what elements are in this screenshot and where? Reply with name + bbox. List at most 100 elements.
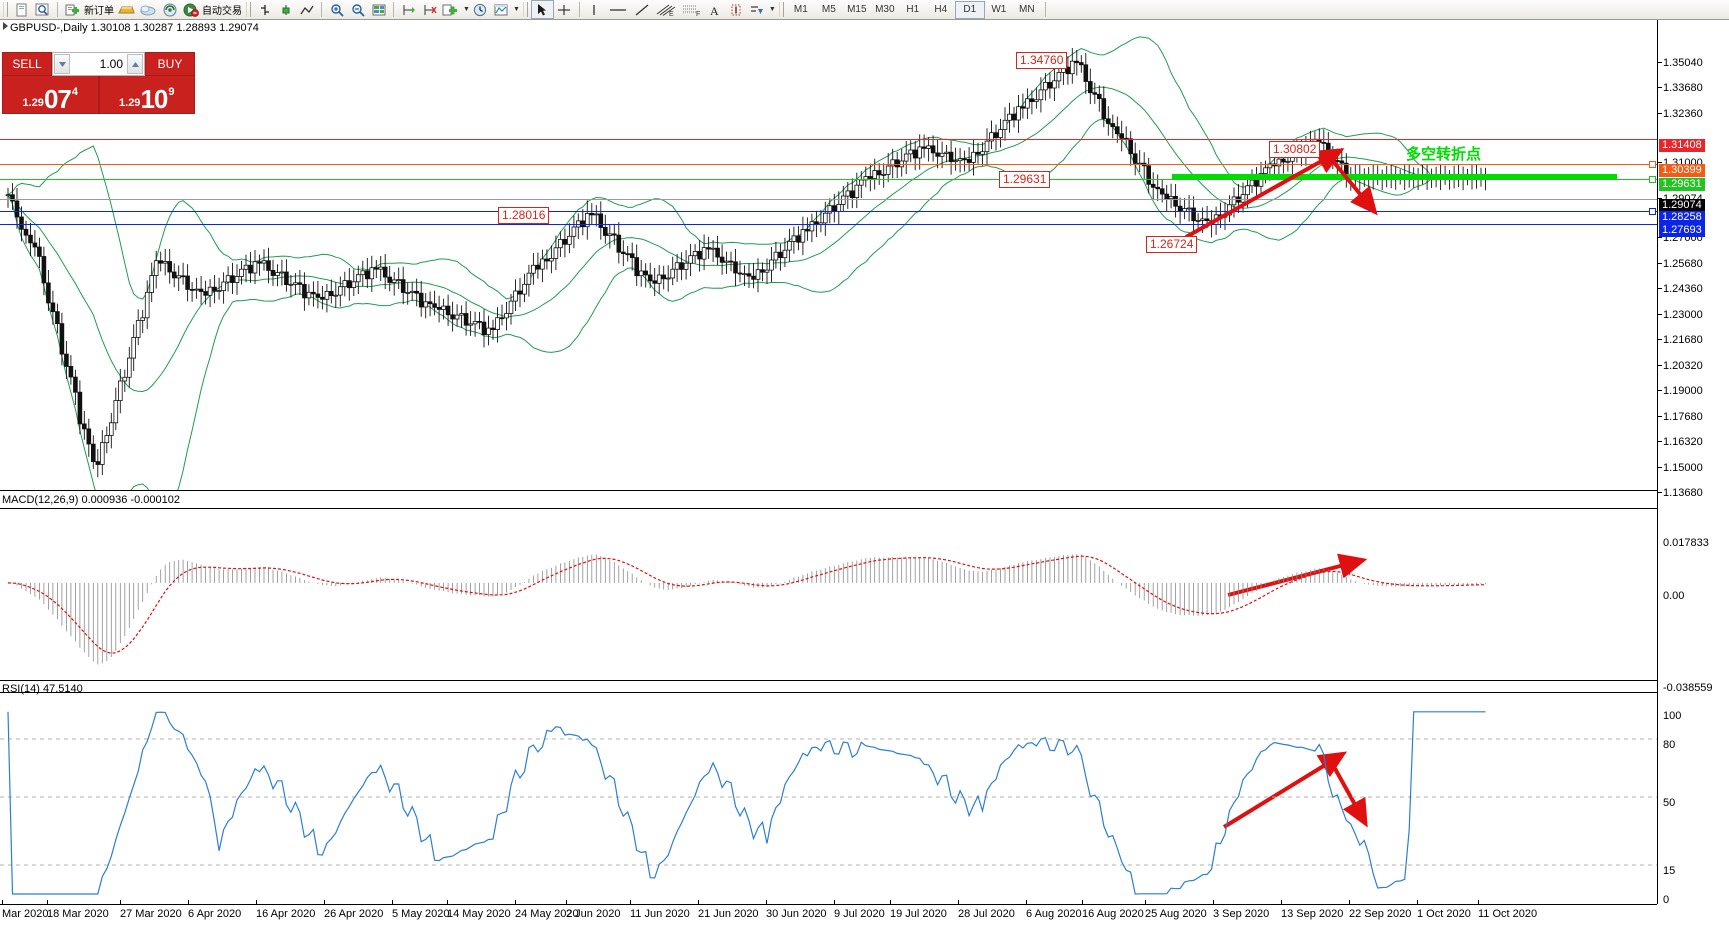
main-toolbar[interactable]: 新订单 自动交易 ▼ ▼ <box>0 0 1729 20</box>
cursor-icon[interactable] <box>530 0 554 19</box>
equidistant-channel-icon[interactable]: E <box>653 1 679 18</box>
price-annotation-label[interactable]: 1.30802 <box>1269 141 1321 158</box>
metaeditor-icon[interactable] <box>137 1 159 18</box>
data-window-icon[interactable] <box>368 1 389 18</box>
zoom-in-icon[interactable] <box>326 1 347 18</box>
price-tick <box>1658 492 1662 493</box>
price-annotation-label[interactable]: 1.28016 <box>498 207 550 224</box>
level-handle-1-30399[interactable] <box>1649 161 1656 168</box>
new-chart-icon[interactable] <box>11 1 32 18</box>
price-annotation-label[interactable]: 1.29631 <box>999 171 1051 188</box>
timeframe-button-w1[interactable]: W1 <box>991 4 1007 15</box>
auto-trading-icon[interactable] <box>180 1 201 18</box>
price-annotation-label[interactable]: 1.26724 <box>1146 236 1198 253</box>
support-zone-highlight[interactable] <box>1172 174 1617 179</box>
text-label-icon[interactable] <box>726 1 747 18</box>
navigator-icon[interactable] <box>159 1 180 18</box>
timeframe-button-m30[interactable]: M30 <box>875 4 895 15</box>
auto-scroll-icon[interactable] <box>419 1 440 18</box>
templates-dropdown-caret[interactable]: ▼ <box>512 6 520 13</box>
indicators-dropdown-caret[interactable]: ▼ <box>463 6 470 13</box>
toolbar-grip-3[interactable] <box>522 2 528 17</box>
shapes-dropdown-caret[interactable]: ▼ <box>768 6 776 13</box>
timeframe-button-d1[interactable]: D1 <box>954 0 985 19</box>
price-annotation-label[interactable]: 1.34760 <box>1016 52 1068 69</box>
price-axis-badge[interactable]: 1.31408 <box>1659 139 1705 152</box>
toolbar-separator <box>57 2 58 17</box>
x-axis-label: 3 Sep 2020 <box>1213 908 1270 920</box>
x-axis-tick <box>630 900 631 904</box>
price-axis-badge[interactable]: 1.30399 <box>1659 164 1705 177</box>
horizontal-line-icon[interactable] <box>605 1 631 18</box>
macd-pane-separator[interactable] <box>0 508 1657 509</box>
zoom-out-icon[interactable] <box>347 1 368 18</box>
new-order-icon[interactable] <box>62 1 83 18</box>
timeframe-button-m5[interactable]: M5 <box>821 4 836 15</box>
zoom-chart-icon[interactable] <box>32 1 53 18</box>
bar-chart-icon[interactable] <box>254 1 275 18</box>
candlestick-chart-icon[interactable] <box>275 1 296 18</box>
chart-area[interactable]: GBPUSD-,Daily 1.30108 1.30287 1.28893 1.… <box>0 20 1729 936</box>
x-axis-tick <box>766 900 767 904</box>
level-line-1-29631[interactable] <box>0 179 1657 180</box>
auto-trading-label[interactable]: 自动交易 <box>202 6 242 17</box>
price-axis-label: 1.33680 <box>1663 82 1703 94</box>
one-click-trading-panel[interactable]: SELL 1.00 BUY 1.29 07 4 1.29 10 9 <box>2 52 195 114</box>
oct-price-row[interactable]: 1.29 07 4 1.29 10 9 <box>2 76 195 114</box>
gold-bar-icon[interactable] <box>115 1 137 18</box>
volume-increment-button[interactable] <box>127 54 143 74</box>
level-line-1-30399[interactable] <box>0 164 1657 165</box>
toolbar-grip-2[interactable] <box>246 2 251 17</box>
level-line-1-31408[interactable] <box>0 139 1657 140</box>
buy-price-big: 10 <box>140 84 168 114</box>
price-axis-label: 1.23000 <box>1663 309 1703 321</box>
chart-collapse-icon[interactable] <box>3 22 8 30</box>
toolbar-grip-4[interactable] <box>778 2 784 17</box>
level-line-1-27693[interactable] <box>0 224 1657 225</box>
timeframe-button-mn[interactable]: MN <box>1019 4 1035 15</box>
shift-end-icon[interactable] <box>398 1 419 18</box>
line-chart-icon[interactable] <box>296 1 317 18</box>
shapes-icon[interactable] <box>747 1 768 18</box>
vertical-line-icon[interactable] <box>584 1 605 18</box>
crosshair-icon[interactable] <box>554 1 575 18</box>
trendline-icon[interactable] <box>631 1 653 18</box>
buy-button[interactable]: BUY <box>145 52 195 76</box>
buy-price-display[interactable]: 1.29 10 9 <box>98 76 195 114</box>
chinese-annotation-label[interactable]: 多空转折点 <box>1406 145 1482 163</box>
price-axis-badge[interactable]: 1.27693 <box>1659 224 1705 237</box>
price-tick <box>1658 416 1662 417</box>
macd-pane-top-border <box>0 490 1657 491</box>
timeframe-button-h4[interactable]: H4 <box>934 4 948 15</box>
x-axis-label: 21 Jun 2020 <box>698 908 759 920</box>
price-axis-label: 1.25680 <box>1663 258 1703 270</box>
level-handle-1-29631[interactable] <box>1649 176 1656 183</box>
volume-value[interactable]: 1.00 <box>99 57 123 71</box>
x-axis-tick <box>2 900 3 904</box>
toolbar-grip[interactable] <box>3 2 8 17</box>
price-axis-badge[interactable]: 1.28258 <box>1659 211 1705 224</box>
volume-input[interactable]: 1.00 <box>52 52 145 76</box>
sell-price-display[interactable]: 1.29 07 4 <box>2 76 99 114</box>
oct-top-row[interactable]: SELL 1.00 BUY <box>2 52 195 76</box>
indicators-icon[interactable] <box>440 1 462 18</box>
rsi-axis-label: 0 <box>1663 894 1670 906</box>
rsi-pane-separator[interactable] <box>0 692 1657 693</box>
level-handle-1-28258[interactable] <box>1649 208 1656 215</box>
price-uptrend-arrow <box>1185 148 1345 239</box>
volume-decrement-button[interactable] <box>54 54 70 74</box>
timeframe-button-m15[interactable]: M15 <box>847 4 867 15</box>
rsi-downtrend-arrow <box>1331 764 1368 828</box>
templates-icon[interactable] <box>491 1 512 18</box>
fibonacci-icon[interactable]: F <box>679 1 705 18</box>
periods-icon[interactable] <box>470 1 491 18</box>
price-axis-badge[interactable]: 1.29074 <box>1659 199 1705 212</box>
sell-button[interactable]: SELL <box>2 52 52 76</box>
new-order-label[interactable]: 新订单 <box>84 6 114 17</box>
price-axis-badge[interactable]: 1.29631 <box>1659 178 1705 191</box>
rsi-axis-label: 15 <box>1663 865 1676 877</box>
timeframe-button-h1[interactable]: H1 <box>906 4 920 15</box>
timeframe-button-m1[interactable]: M1 <box>793 4 808 15</box>
level-line-1-28258[interactable] <box>0 211 1657 212</box>
text-icon[interactable]: A <box>705 1 726 18</box>
